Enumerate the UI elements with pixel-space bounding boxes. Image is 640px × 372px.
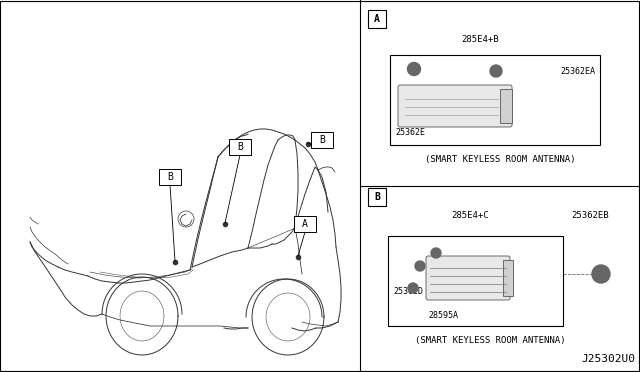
Text: 25362D: 25362D [393,286,423,295]
Circle shape [592,265,610,283]
Bar [159,169,181,185]
Text: 28595A: 28595A [428,311,458,320]
Text: 285E4+B: 285E4+B [461,35,499,45]
Text: 25362EB: 25362EB [571,212,609,221]
Bar [311,132,333,148]
Text: B: B [167,172,173,182]
Bar [294,216,316,232]
Bar [390,55,600,145]
Text: B: B [319,135,325,145]
FancyBboxPatch shape [398,85,512,127]
Bar [368,10,386,28]
Text: A: A [302,219,308,229]
Bar [368,188,386,206]
Text: 285E4+C: 285E4+C [451,212,489,221]
Text: B: B [374,192,380,202]
Text: 25362E: 25362E [395,128,425,137]
Text: J25302U0: J25302U0 [581,354,635,364]
Bar [229,139,251,155]
Text: (SMART KEYLESS ROOM ANTENNA): (SMART KEYLESS ROOM ANTENNA) [415,336,565,345]
Text: A: A [374,14,380,24]
Circle shape [431,248,441,258]
Bar [388,236,563,326]
Text: 25362EA: 25362EA [560,67,595,76]
Bar [503,260,513,296]
Bar [500,89,512,123]
Circle shape [408,62,420,76]
Circle shape [408,283,418,293]
Text: (SMART KEYLESS ROOM ANTENNA): (SMART KEYLESS ROOM ANTENNA) [425,155,575,164]
Circle shape [490,65,502,77]
FancyBboxPatch shape [426,256,510,300]
Text: B: B [237,142,243,152]
Circle shape [415,261,425,271]
